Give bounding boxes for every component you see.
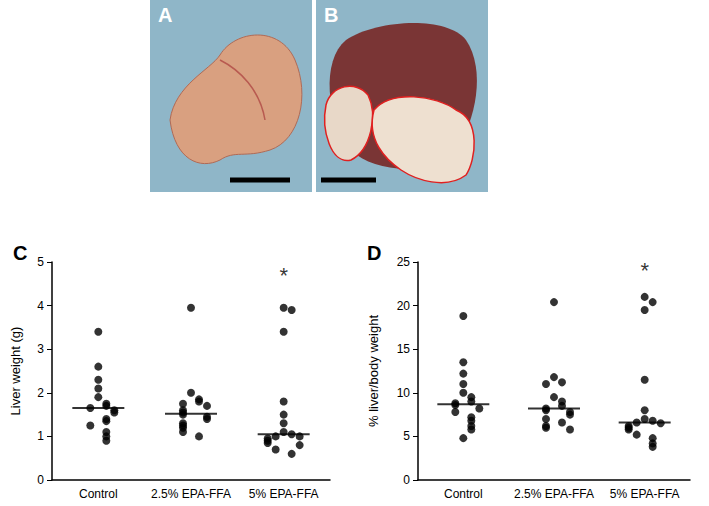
svg-text:0: 0 (37, 473, 44, 487)
svg-text:4: 4 (37, 299, 44, 313)
svg-text:5: 5 (37, 255, 44, 269)
svg-text:*: * (279, 263, 288, 288)
svg-text:Liver weight (g): Liver weight (g) (8, 327, 23, 416)
svg-text:*: * (640, 258, 649, 283)
svg-text:2.5% EPA-FFA: 2.5% EPA-FFA (514, 487, 594, 501)
svg-text:3: 3 (37, 342, 44, 356)
svg-text:1: 1 (37, 429, 44, 443)
svg-text:C: C (13, 242, 27, 264)
svg-text:D: D (367, 242, 381, 264)
html-text:B: B (324, 4, 339, 26)
svg-text:25: 25 (397, 255, 411, 269)
svg-text:5: 5 (403, 429, 410, 443)
svg-text:2.5% EPA-FFA: 2.5% EPA-FFA (151, 487, 231, 501)
svg-text:2: 2 (37, 386, 44, 400)
svg-text:15: 15 (397, 342, 411, 356)
svg-text:0: 0 (403, 473, 410, 487)
svg-text:Control: Control (79, 487, 118, 501)
svg-text:Control: Control (444, 487, 483, 501)
svg-text:% liver/body weight: % liver/body weight (366, 315, 381, 427)
svg-text:10: 10 (397, 386, 411, 400)
svg-text:5% EPA-FFA: 5% EPA-FFA (249, 487, 319, 501)
html-text:A: A (158, 4, 173, 26)
svg-text:20: 20 (397, 299, 411, 313)
svg-text:5% EPA-FFA: 5% EPA-FFA (610, 487, 680, 501)
